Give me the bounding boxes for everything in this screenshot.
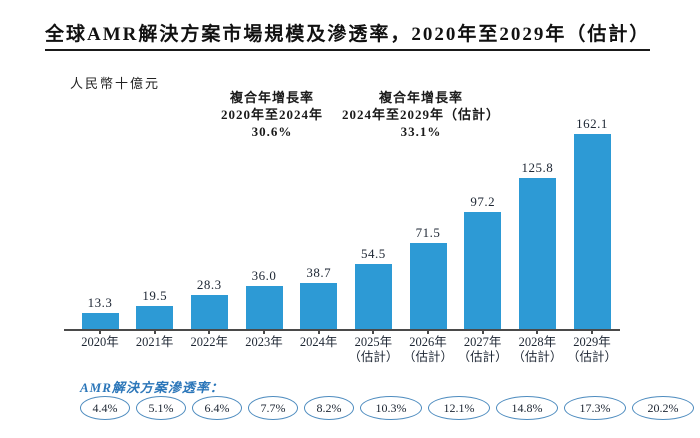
cagr-label-line2: 2024年至2029年（估計） <box>341 107 500 122</box>
bar-2026年 <box>409 243 447 329</box>
x-axis-label: 2020年 <box>81 335 119 349</box>
bar-value-label: 36.0 <box>251 268 277 283</box>
penetration-oval: 12.1% <box>428 396 490 420</box>
cagr-value: 33.1% <box>400 124 442 139</box>
x-axis-label: 2021年 <box>135 335 174 349</box>
penetration-oval: 7.7% <box>248 396 298 420</box>
bar-2028年 <box>518 178 556 329</box>
penetration-oval: 5.1% <box>136 396 186 420</box>
bar-value-label: 19.5 <box>142 288 168 303</box>
penetration-series-label: AMR解決方案滲透率： <box>80 380 224 395</box>
bar-value-label: 125.8 <box>521 160 554 175</box>
x-axis-tick <box>481 331 484 334</box>
bar-2020年 <box>81 313 119 329</box>
bar-2027年 <box>464 212 502 329</box>
bar-2029年 <box>573 134 611 329</box>
cagr-label-line1: 複合年增長率 <box>229 90 314 105</box>
x-axis-tick <box>263 331 265 334</box>
bar-value-label: 54.5 <box>361 246 386 261</box>
x-axis-tick <box>591 331 593 334</box>
x-axis-label: 2027年 （估計） <box>457 335 508 364</box>
x-axis-label: 2028年 （估計） <box>512 335 563 364</box>
x-axis-tick <box>153 331 156 334</box>
penetration-oval: 8.2% <box>304 396 354 420</box>
x-axis-tick <box>427 331 429 334</box>
x-axis-label: 2025年 （估計） <box>348 335 399 364</box>
bar-value-label: 28.3 <box>196 277 222 292</box>
cagr-annotation-2024-2029: 複合年增長率 2024年至2029年（估計） 33.1% <box>281 89 561 140</box>
cagr-annotation-2020-2024: 複合年增長率 2020年至2024年 30.6% <box>152 89 392 140</box>
bar-value-label: 71.5 <box>415 225 441 240</box>
bar-value-label: 97.2 <box>470 194 496 209</box>
penetration-values-row: 4.4% 5.1% 6.4% 7.7% 8.2% 10.3% 12.1% 14.8% 17.3%… <box>80 396 694 420</box>
penetration-oval: 4.4% <box>80 396 130 420</box>
x-axis-line <box>64 329 620 331</box>
bar-value-label: 13.3 <box>87 295 113 310</box>
cagr-label-line1: 複合年增長率 <box>378 90 463 105</box>
bar-2024年 <box>300 283 338 329</box>
bar-2021年 <box>136 306 174 329</box>
x-axis-tick <box>372 331 375 334</box>
x-axis-tick <box>536 331 539 334</box>
x-axis-tick <box>208 331 211 334</box>
bar-value-label: 38.7 <box>306 265 332 280</box>
bar-2023年 <box>245 286 283 329</box>
x-axis-tick <box>317 331 320 334</box>
penetration-oval: 17.3% <box>564 396 626 420</box>
y-axis-unit-label: 人民幣十億元 <box>70 76 161 91</box>
chart-title: 全球AMR解決方案市場規模及滲透率，2020年至2029年（估計） <box>45 19 651 51</box>
penetration-oval: 20.2% <box>632 396 694 420</box>
penetration-oval: 14.8% <box>496 396 558 420</box>
penetration-oval: 10.3% <box>360 396 422 420</box>
x-axis-label: 2024年 <box>299 335 338 349</box>
bar-2022年 <box>190 295 228 329</box>
penetration-oval: 6.4% <box>192 396 242 420</box>
x-axis-tick <box>99 331 101 334</box>
x-axis-label: 2026年 （估計） <box>402 335 453 364</box>
x-axis-label: 2022年 <box>190 335 229 349</box>
bar-2025年 <box>354 264 392 329</box>
x-axis-label: 2023年 <box>245 335 283 349</box>
bar-value-label: 162.1 <box>576 116 608 131</box>
x-axis-label: 2029年 （估計） <box>566 335 617 364</box>
cagr-label-line2: 2020年至2024年 <box>220 107 323 122</box>
cagr-value: 30.6% <box>251 124 293 139</box>
